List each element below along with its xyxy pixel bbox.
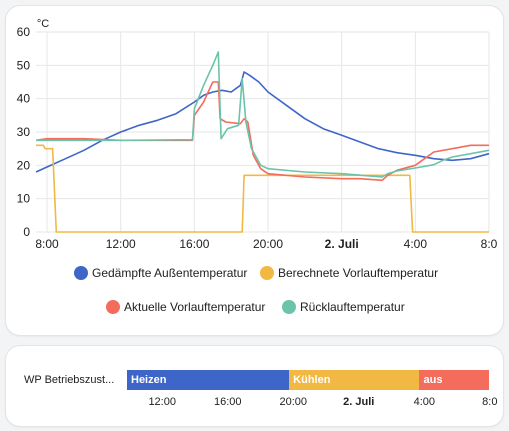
timeline-tick-label: 4:00 (413, 396, 436, 408)
series-line-1 (35, 71, 490, 173)
y-axis-unit: °C (37, 18, 49, 30)
timeline-tick-label: 8:0 (482, 396, 498, 408)
x-tick-label: 8:0 (481, 237, 498, 251)
legend-item[interactable]: Gedämpfte Außentemperatur (74, 266, 247, 280)
legend-label: Berechnete Vorlauftemperatur (278, 266, 438, 280)
x-tick-label: 8:00 (35, 237, 59, 251)
y-tick-label: 60 (17, 25, 31, 39)
timeline-axis: 12:00 16:00 20:00 2. Juli 4:00 8:0 (127, 396, 503, 412)
legend-item[interactable]: Rücklauftemperatur (282, 300, 405, 314)
y-tick-label: 30 (17, 125, 31, 139)
timeline-tick-label: 20:00 (279, 396, 308, 408)
history-chart-card: °C 0 10 20 30 40 50 60 8:00 12:00 16:00 20:00 2. Jul… (6, 6, 503, 335)
x-tick-label: 2. Juli (325, 237, 359, 251)
y-tick-label: 20 (17, 158, 31, 172)
x-tick-label: 16:00 (179, 237, 209, 251)
temperature-history-chart[interactable]: °C 0 10 20 30 40 50 60 8:00 12:00 16:00 20:00 2. Jul… (6, 6, 503, 335)
timeline-card: WP Betriebszust... Heizen Kühlen aus 12:00… (6, 346, 503, 426)
y-tick-label: 40 (17, 92, 31, 106)
series-line-4 (36, 51, 490, 178)
legend-swatch-icon (282, 300, 296, 314)
timeline-tick-label: 16:00 (213, 396, 242, 408)
legend-swatch-icon (260, 266, 274, 280)
legend-label: Gedämpfte Außentemperatur (92, 266, 247, 280)
y-tick-label: 50 (17, 58, 31, 72)
legend-item[interactable]: Berechnete Vorlauftemperatur (260, 266, 438, 280)
legend-label: Aktuelle Vorlauftemperatur (124, 300, 265, 314)
timeline-state-bar[interactable]: Heizen Kühlen aus (127, 370, 489, 390)
timeline-segment[interactable]: Kühlen (289, 370, 420, 390)
x-tick-label: 12:00 (106, 237, 136, 251)
series-line-2 (36, 144, 489, 233)
legend-label: Rücklauftemperatur (300, 300, 405, 314)
x-tick-label: 4:00 (404, 237, 428, 251)
y-tick-label: 0 (23, 225, 30, 239)
legend-item[interactable]: Aktuelle Vorlauftemperatur (106, 300, 265, 314)
legend-swatch-icon (106, 300, 120, 314)
x-tick-label: 20:00 (253, 237, 283, 251)
y-tick-label: 10 (17, 192, 31, 206)
timeline-tick-label: 2. Juli (343, 396, 375, 408)
timeline-tick-label: 12:00 (148, 396, 176, 408)
timeline-entity-label: WP Betriebszust... (24, 374, 115, 386)
timeline-segment[interactable]: aus (419, 370, 489, 390)
timeline-segment[interactable]: Heizen (127, 370, 290, 390)
legend-swatch-icon (74, 266, 88, 280)
